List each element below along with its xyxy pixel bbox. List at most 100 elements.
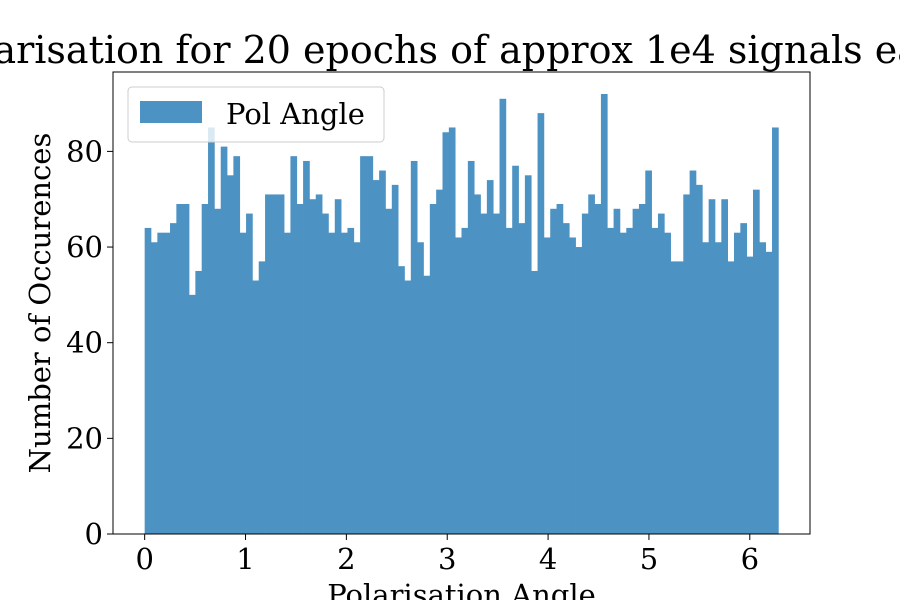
legend-swatch [140,101,202,123]
histogram-bar [676,261,684,534]
histogram-bar [727,261,735,534]
histogram-bar [632,208,640,535]
histogram-bar [721,199,729,534]
histogram-bar [170,223,177,534]
histogram-bar [689,170,697,535]
histogram-bar [455,237,462,534]
histogram-bar [493,213,500,534]
histogram-bar [594,204,602,534]
histogram-bar [265,194,272,534]
histogram-bar [645,170,652,535]
histogram-bar [531,270,538,534]
histogram-bar [391,184,399,534]
histogram-bar [277,194,285,534]
histogram-bar [233,156,241,534]
histogram-bar [284,232,291,534]
histogram-bar [163,232,171,534]
x-tick-label: 5 [640,542,658,576]
histogram-bar [651,227,659,535]
histogram-bar [670,261,678,534]
histogram-bar [328,232,336,534]
x-tick-label: 3 [438,542,456,576]
histogram-bar [227,175,234,534]
histogram-bar [486,180,494,534]
histogram-bar [423,275,431,534]
histogram-bar [322,213,329,534]
histogram-bar [600,94,608,534]
y-tick-label: 20 [66,421,103,455]
histogram-bar [733,232,741,534]
x-tick-label: 1 [236,542,254,576]
legend-box [127,86,385,143]
histogram-bar [385,208,393,535]
y-tick-label: 80 [66,134,103,168]
histogram-bar [296,204,304,534]
histogram-bar [290,156,298,534]
y-axis: 0 20 40 60 80 [66,134,113,551]
histogram-bar [740,223,748,534]
y-axis-label: Number of Occurences [23,133,57,474]
histogram-bar [765,251,773,534]
histogram-bar [404,280,412,534]
histogram-bar [366,156,374,534]
histogram-bar [588,194,595,534]
histogram-bar [208,127,215,534]
histogram-bar [480,213,488,534]
histogram-bar [442,132,450,534]
histogram-bar [271,194,279,534]
histogram-bar [524,175,532,534]
histogram-bar [157,232,165,534]
histogram-bar [360,156,367,534]
histogram-bar [505,227,513,535]
histogram-bar [499,98,507,535]
histogram-bar [201,204,209,534]
histogram-bar [252,280,260,534]
histogram-bar [759,242,767,534]
histogram-bar [461,227,469,535]
plot-frame [112,71,811,535]
y-tick-label: 60 [66,230,103,264]
histogram-bar [657,213,665,534]
x-axis: 0 1 2 3 4 5 6 [135,534,759,576]
x-axis-label: Polarisation Angle [327,578,596,600]
histogram-bar [448,127,456,534]
legend-label: Pol Angle [226,97,365,131]
histogram-bar [246,213,253,534]
histogram-bar [214,208,222,535]
histogram-bar [379,170,386,535]
histogram-bar [315,194,323,534]
histogram-bar [151,242,158,534]
histogram-bar [607,227,614,535]
histogram-bar [410,160,418,534]
histogram-bar [474,194,481,534]
histogram-bar [569,237,576,534]
histogram-bar [543,237,551,534]
histogram-bar [417,242,424,534]
histogram-bar [334,199,342,534]
chart-title: Polarisation for 20 epochs of approx 1e4… [0,28,900,72]
histogram-bar [575,247,583,535]
histogram-bar [398,266,405,534]
histogram-bar [176,204,184,534]
histogram-bar [239,232,247,534]
histogram-bar [683,194,690,534]
histogram-bar [195,270,203,534]
histogram-bar [303,160,310,534]
histogram-bar [518,223,526,534]
legend: Pol Angle [127,86,385,143]
histogram-bar [144,227,152,535]
histogram-bar [537,113,545,534]
x-tick-label: 0 [135,542,153,576]
histogram-bar [664,232,671,534]
x-tick-label: 2 [337,542,355,576]
histogram-bar [619,232,627,534]
histogram-bar [347,227,355,535]
histogram-bar [626,227,633,535]
histogram-bar [708,199,716,534]
histogram-bar [189,294,196,534]
histogram-bar [372,180,380,534]
histogram-bar [581,213,589,534]
histogram-bar [753,189,760,535]
histogram-bar [638,204,646,534]
